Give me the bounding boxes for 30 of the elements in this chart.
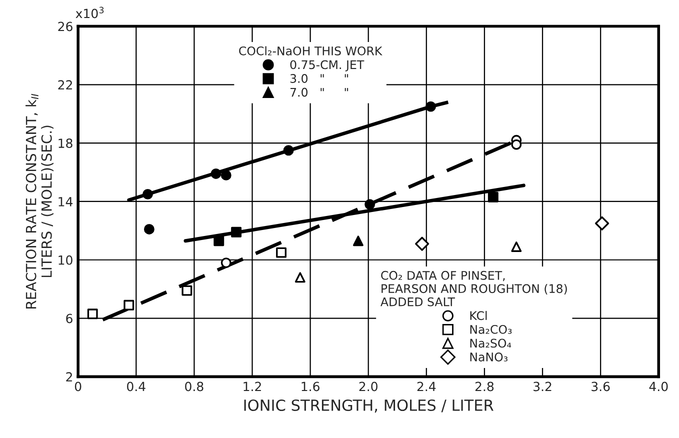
y-tick-label: 6 (66, 314, 72, 324)
x-tick-label: 0.4 (127, 382, 146, 392)
y-tick-label: 18 (58, 138, 72, 148)
x-tick-label: 0 (74, 382, 82, 392)
y-tick-label: 2 (66, 372, 72, 382)
legend-label: 0.75-CM. JET (290, 60, 364, 72)
x-tick-label: 3.2 (534, 382, 552, 392)
x-tick-label: 1.6 (302, 382, 320, 392)
x-tick-label: 2.8 (475, 382, 494, 392)
x-tick-label: 3.6 (592, 382, 610, 392)
y-tick-label: 14 (58, 197, 73, 206)
legend-label: 3.0 " " (290, 74, 348, 83)
legend-label: Na₂CO₃ (470, 324, 512, 334)
legend-label: KCl (470, 310, 487, 320)
x-tick-label: 4.0 (649, 382, 668, 392)
legend-label: Na₂SO₄ (470, 338, 512, 348)
text: COCl₂-NaOH THIS WORK (239, 46, 382, 56)
text: REACTION RATE CONSTANT, k$_{II}$ LITERS / (MOLE)(SEC.) (26, 94, 54, 308)
x-axis-title: IONIC STRENGTH, MOLES / LITER (244, 399, 494, 413)
y-tick-label: 26 (58, 22, 72, 32)
x-tick-label: 2.4 (417, 382, 436, 392)
x-tick-label: 2.0 (359, 382, 378, 392)
y-tick-label: 10 (58, 255, 72, 265)
legend-label: 7.0 " " (290, 88, 348, 97)
x-tick-label: 1.2 (244, 382, 261, 392)
legend-label: NaNO₃ (470, 352, 508, 362)
text: x10$^{3}$ (76, 6, 104, 18)
text: CO₂ DATA OF PINSET, PEARSON AND ROUGHTON (18) ADDED SALT (380, 270, 567, 306)
x-tick-label: 0.8 (185, 382, 204, 392)
y-tick-label: 22 (58, 80, 72, 90)
